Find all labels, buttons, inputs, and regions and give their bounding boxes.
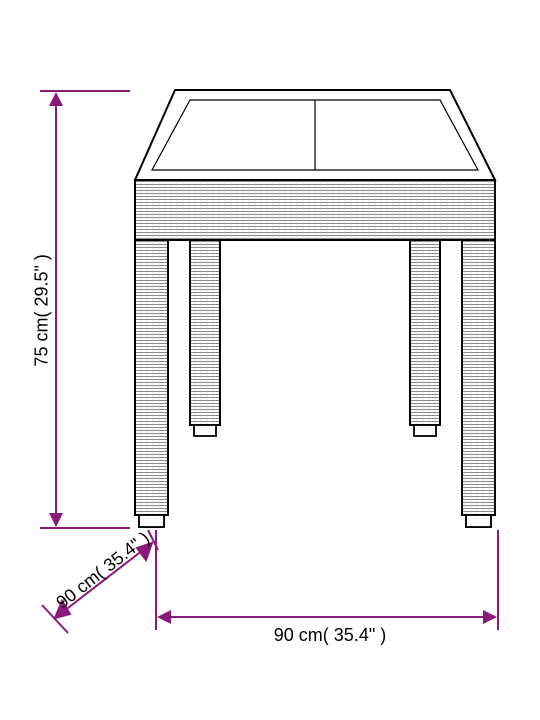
diagram-stage: 75 cm( 29.5" ) 90 cm( 35.4" ) 90 cm( 35.… [0,0,540,720]
dim-width-line [160,616,495,618]
dim-width: 90 cm( 35.4" ) [0,0,540,720]
dim-width-cap-right [497,530,499,630]
dim-width-arrow-left [157,610,171,624]
dim-width-arrow-right [483,610,497,624]
dim-width-label: 90 cm( 35.4" ) [240,625,420,646]
